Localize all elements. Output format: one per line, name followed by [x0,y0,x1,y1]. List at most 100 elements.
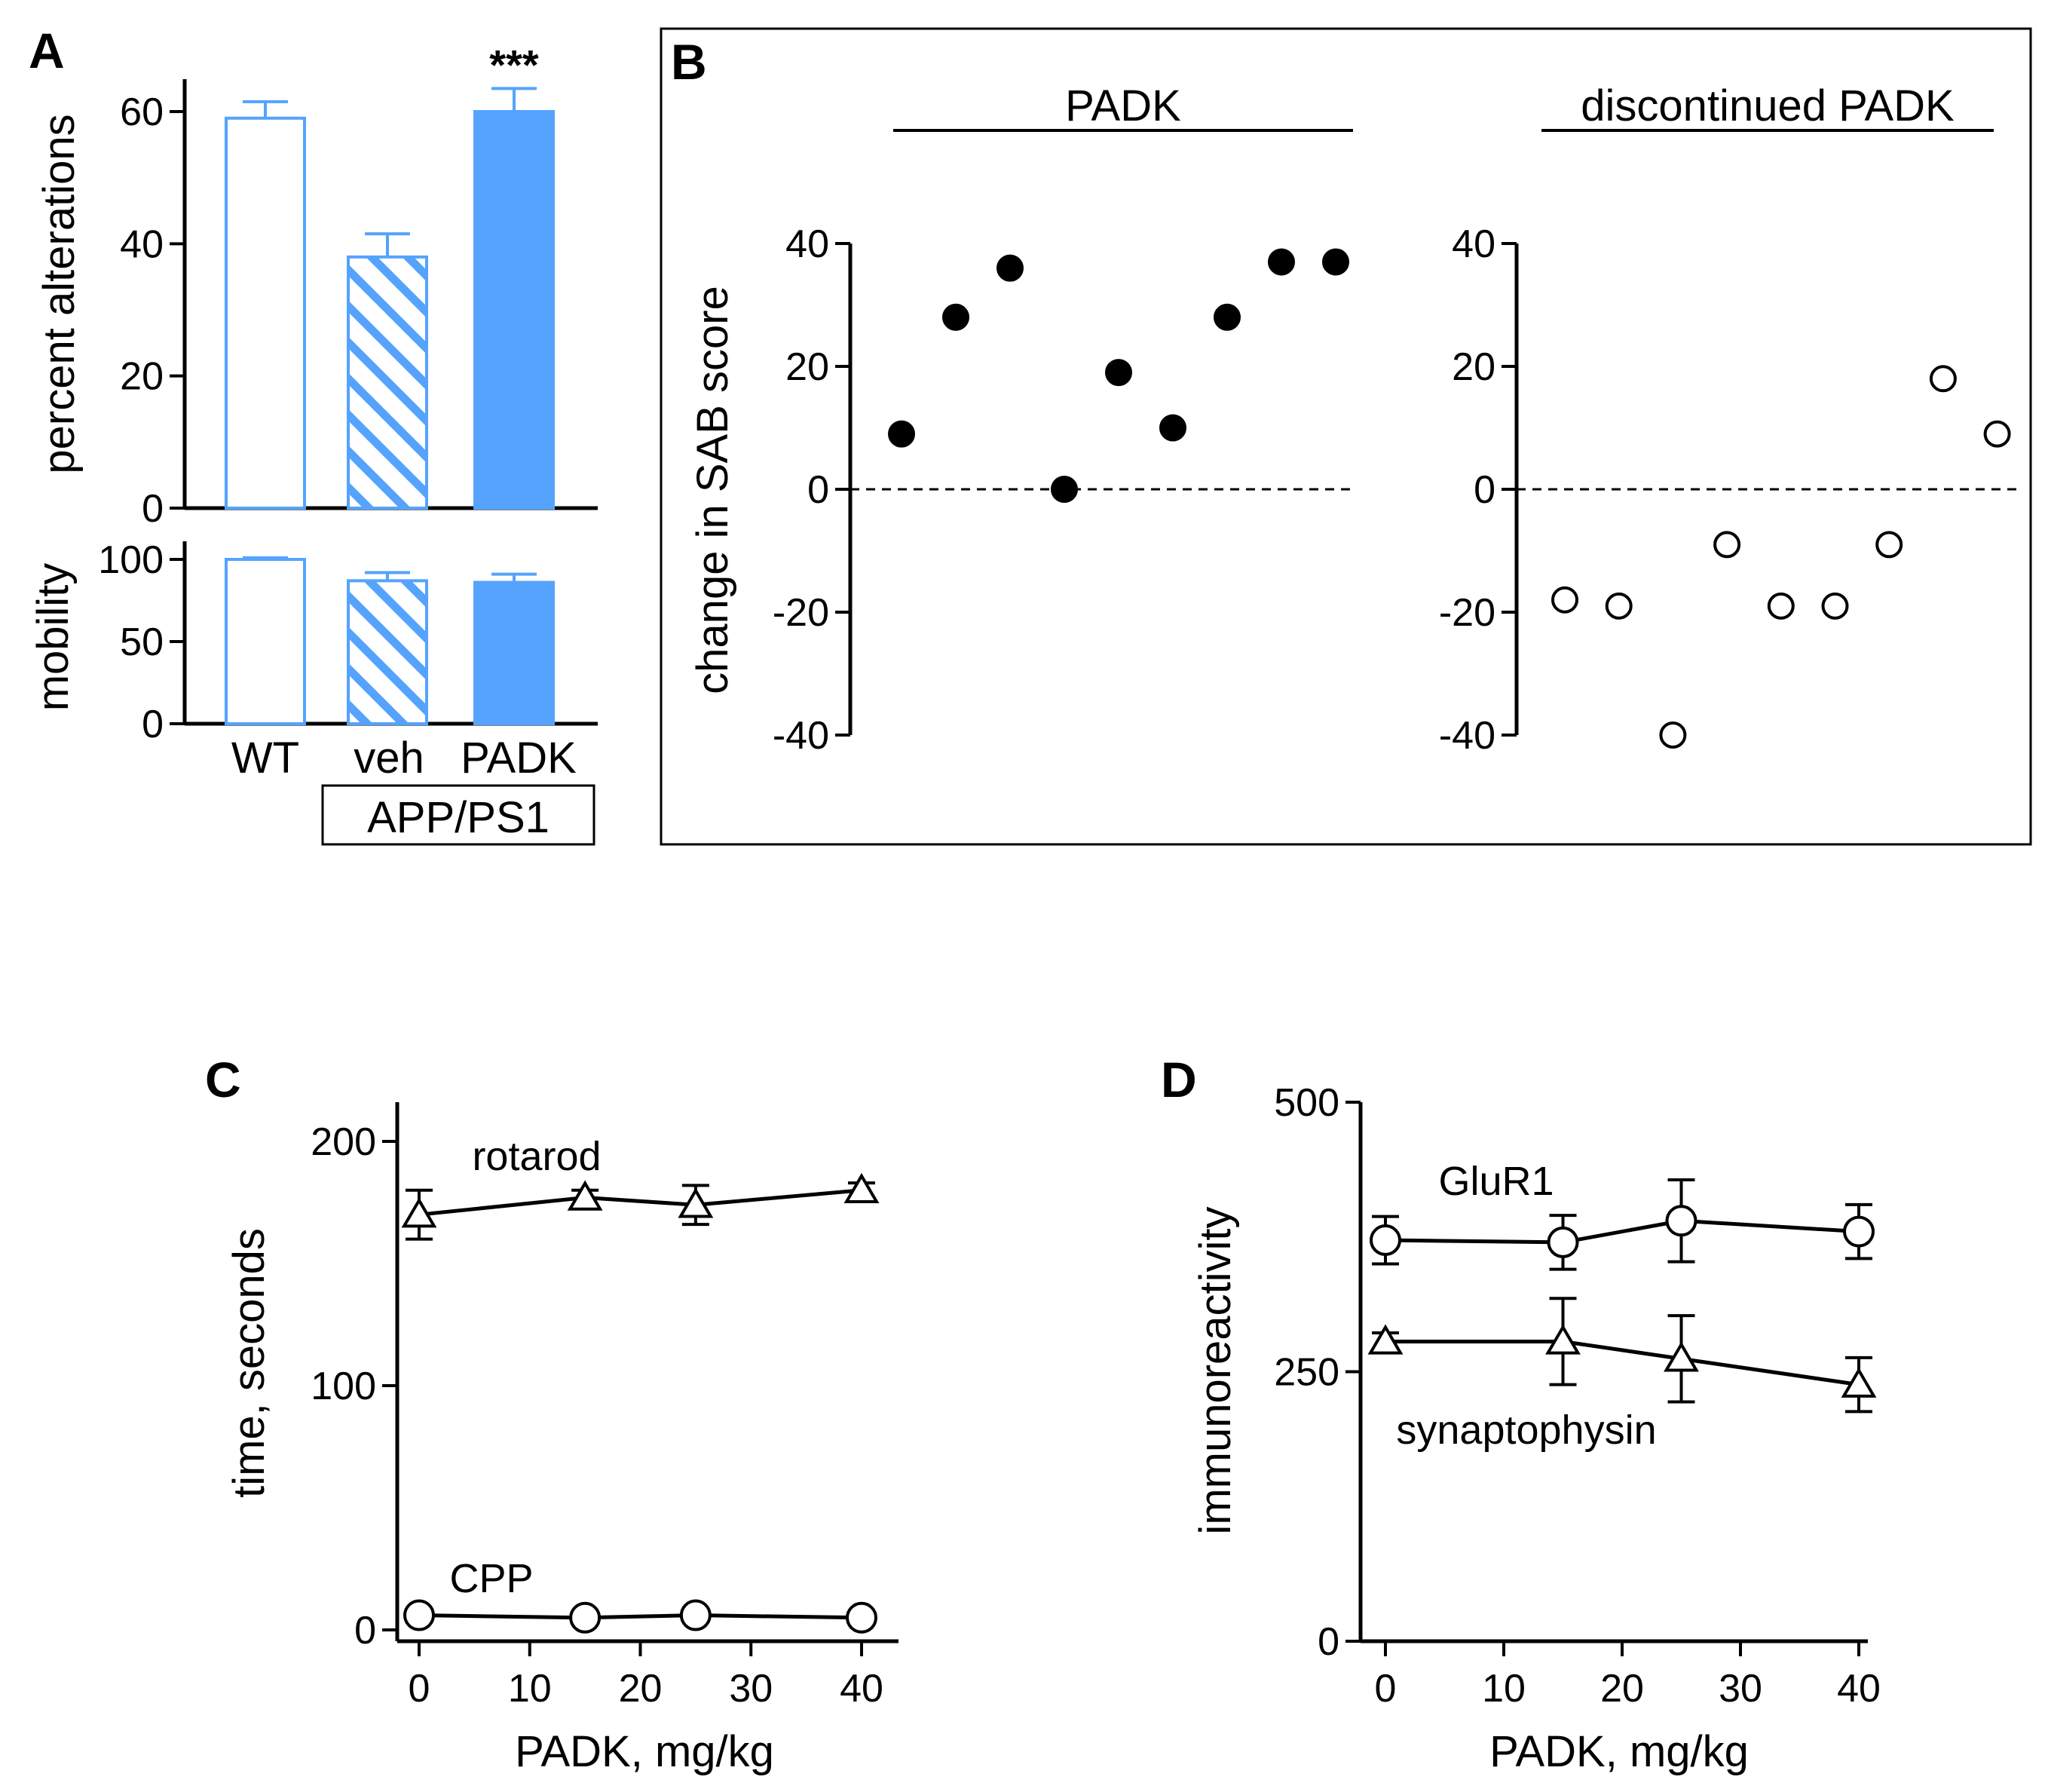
panel-c-x-tick-label-0: 0 [409,1667,430,1711]
panel-a-upper-bar-veh [347,255,428,510]
panel-d-synaptophysin-marker-0 [1367,1324,1404,1355]
panel-b-right-y-tick-label-3: 20 [1452,345,1495,389]
panel-c-x-tick-label-4: 40 [840,1667,883,1711]
category-label-veh: veh [354,734,424,783]
panel-d-glur1-marker-1 [1547,1226,1579,1258]
panel-c-x-tick-label-3: 30 [729,1667,773,1711]
panel-d-x-tick-label-2: 20 [1600,1667,1644,1711]
panel-b-label: B [671,34,707,90]
panel-b-left-y-tick-label-3: 20 [785,345,829,389]
panel-b-right-y-tick-label-1: -20 [1439,591,1495,635]
category-label-padk: PADK [461,734,577,783]
panel-c-ylabel: time, seconds [225,1228,274,1498]
panel-c-y-ticks: 0 100 200 [311,1120,397,1653]
panel-c-rotarod-marker-2 [678,1187,714,1218]
panel-a-upper-ylabel: percent alterations [35,114,84,473]
panel-a-lower-bar-wt [225,558,306,725]
discontinued-padk-point-4 [1767,592,1795,620]
panel-a: A 0 20 40 60 percent alterations *** 0 50 100… [29,23,598,846]
discontinued-padk-point-0 [1551,586,1578,614]
panel-b-right-y-tick-label-2: 0 [1474,468,1495,512]
panel-b-left-points [888,248,1349,503]
series-title-padk: PADK [1065,81,1181,130]
panel-b-right-points [1551,365,2011,749]
panel-c-y-tick-label-2: 200 [311,1120,376,1164]
panel-c-rotarod-marker-1 [567,1180,603,1211]
padk-point-3 [1051,476,1078,503]
panel-a-upper-y-tick-label-3: 60 [120,90,164,134]
panel-c-xlabel: PADK, mg/kg [515,1727,774,1776]
panel-d-ylabel: immunoreactivity [1191,1206,1240,1534]
panel-c-cpp-marker-3 [846,1601,877,1634]
padk-point-1 [942,303,969,331]
discontinued-padk-point-6 [1875,531,1903,559]
panel-d-glur1-marker-2 [1665,1205,1697,1237]
panel-d-y-tick-label-2: 500 [1274,1081,1339,1125]
panel-d-synaptophysin-marker-1 [1545,1324,1581,1355]
panel-c-cpp-marker-1 [569,1601,602,1634]
panel-d-label: D [1161,1052,1197,1107]
discontinued-padk-point-2 [1659,721,1687,749]
panel-b-frame [660,27,2032,846]
panel-c-rotarod-line [418,1188,862,1217]
panel-b-left-y-tick-label-2: 0 [807,468,829,512]
panel-c-rotarod-marker-0 [401,1197,437,1228]
panel-a-lower-bar-veh [347,579,428,726]
panel-d-x-tick-label-0: 0 [1375,1667,1397,1711]
panel-d-synaptophysin-line [1385,1339,1860,1387]
discontinued-padk-point-1 [1605,592,1633,620]
panel-d-y-tick-label-1: 250 [1274,1351,1339,1395]
panel-c-cpp-line [418,1613,862,1620]
panel-d-synaptophysin-marker-2 [1664,1341,1699,1372]
panel-d-glur1-marker-0 [1370,1224,1401,1257]
panel-b-left-y-tick-label-0: -40 [773,714,829,758]
padk-point-6 [1214,303,1241,331]
panel-a-lower-y-tick-label-2: 100 [98,538,164,582]
panel-a-lower-y-tick-label-0: 0 [142,703,164,746]
padk-point-4 [1105,359,1132,387]
panel-a-upper-bars [225,87,555,510]
discontinued-padk-point-5 [1821,592,1849,620]
panel-a-label: A [29,23,65,78]
panel-b-left-y-ticks: -40 -20 0 20 40 [773,222,850,758]
series-title-discontinued-padk: discontinued PADK [1581,81,1955,130]
panel-a-lower-ylabel: mobility [29,563,78,712]
panel-b-left-y-tick-label-4: 40 [785,222,829,266]
padk-point-2 [996,254,1024,282]
series-label-glur1: GluR1 [1438,1159,1554,1204]
series-label-rotarod: rotarod [472,1134,601,1179]
panel-b: B PADK discontinued PADK change in SAB s… [660,27,2032,846]
panel-c-series [401,1172,880,1634]
padk-point-5 [1159,414,1186,442]
significance-annotation: *** [489,41,539,88]
group-label-box [321,784,595,846]
padk-point-0 [888,420,915,448]
panel-a-lower-bar-padk [473,580,555,726]
padk-point-8 [1322,248,1349,276]
panel-d-y-tick-label-0: 0 [1318,1620,1339,1664]
series-label-cpp: CPP [449,1556,533,1601]
panel-a-upper-bar-padk [473,110,555,510]
panel-a-lower-bars [225,556,555,726]
panel-c-cpp-marker-0 [403,1599,435,1631]
panel-d-x-tick-label-3: 30 [1719,1667,1762,1711]
discontinued-padk-point-3 [1713,531,1741,559]
panel-b-right-y-tick-label-0: -40 [1439,714,1495,758]
panel-d-x-tick-label-4: 40 [1837,1667,1881,1711]
panel-b-left-y-tick-label-1: -20 [773,591,829,635]
padk-point-7 [1268,248,1295,276]
panel-c-x-tick-label-1: 10 [508,1667,552,1711]
panel-d-glur1-line [1385,1218,1860,1245]
panel-c-label: C [205,1052,241,1107]
panel-a-lower-plot: 0 50 100 mobility [29,538,598,746]
panel-c-rotarod-marker-3 [843,1172,880,1203]
panel-b-right-y-ticks: -40 -20 0 20 40 [1439,222,1517,758]
series-label-synaptophysin: synaptophysin [1396,1408,1656,1453]
panel-c-y-tick-label-0: 0 [354,1609,376,1653]
panel-c-x-tick-label-2: 20 [619,1667,663,1711]
panel-d-glur1-marker-3 [1843,1215,1875,1248]
panel-a-lower-y-tick-label-1: 50 [120,620,164,664]
discontinued-padk-point-7 [1929,365,1957,393]
